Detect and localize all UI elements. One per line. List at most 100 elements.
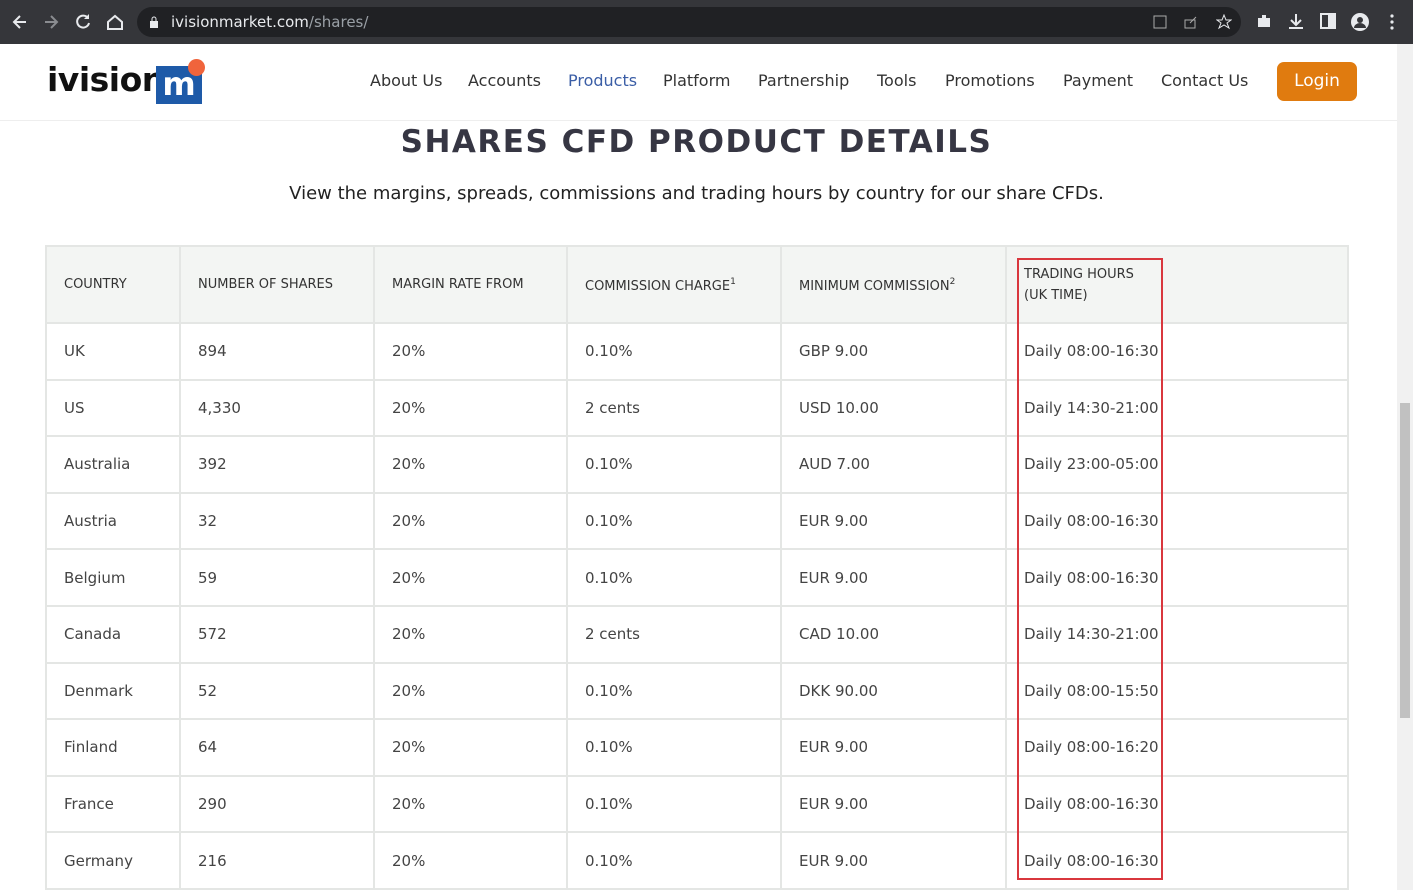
cell-text: 392 — [198, 455, 227, 474]
cell-text: CAD 10.00 — [799, 625, 879, 644]
cell-text: 0.10% — [585, 512, 633, 531]
table-cell: EUR 9.00 — [782, 720, 1007, 777]
logo-text[interactable]: ivision — [47, 60, 165, 99]
scrollbar[interactable] — [1397, 44, 1413, 890]
reload-button[interactable] — [73, 12, 93, 32]
cell-text: 20% — [392, 568, 426, 587]
cell-text: USD 10.00 — [799, 398, 879, 417]
back-button[interactable] — [10, 12, 30, 32]
cell-text: DKK 90.00 — [799, 681, 878, 700]
cell-text: 0.10% — [585, 342, 633, 361]
table-cell: 2 cents — [568, 380, 782, 438]
translate-icon[interactable] — [1153, 15, 1167, 29]
table-cell: Austria — [45, 493, 181, 551]
cell-text: Daily 08:00-16:30 — [1024, 851, 1159, 870]
cell-text: 64 — [198, 738, 218, 757]
table-cell: 0.10% — [568, 324, 782, 381]
cell-text: 32 — [198, 512, 218, 531]
table-cell: CAD 10.00 — [782, 607, 1007, 664]
table-cell: Daily 14:30-21:00 — [1007, 607, 1349, 664]
nav-link[interactable]: Promotions — [945, 71, 1035, 90]
url-path: /shares/ — [308, 13, 369, 31]
cell-text: Daily 14:30-21:00 — [1024, 398, 1159, 417]
header-line: COUNTRY — [64, 277, 127, 292]
cell-text: GBP 9.00 — [799, 342, 869, 361]
cell-text: 59 — [198, 568, 218, 587]
table-cell: Daily 08:00-16:20 — [1007, 720, 1349, 777]
website: ivision m About Us Accounts Products Platfo… — [0, 44, 1397, 890]
table-cell: Daily 08:00-16:30 — [1007, 493, 1349, 551]
cell-text: 20% — [392, 738, 426, 757]
table-cell: 894 — [181, 324, 375, 381]
download-icon[interactable] — [1287, 12, 1305, 30]
nav-link[interactable]: About Us — [370, 71, 443, 90]
forward-button[interactable] — [41, 12, 61, 32]
home-button[interactable] — [105, 12, 125, 32]
cell-text: Austria — [64, 512, 117, 531]
table-cell: 392 — [181, 437, 375, 494]
nav-link[interactable]: Tools — [877, 71, 917, 90]
table-cell: Daily 08:00-16:30 — [1007, 833, 1349, 890]
nav-link[interactable]: Contact Us — [1161, 71, 1249, 90]
cell-text: Daily 23:00-05:00 — [1024, 455, 1159, 474]
menu-icon[interactable] — [1386, 12, 1398, 32]
table-cell: 0.10% — [568, 437, 782, 494]
cell-text: AUD 7.00 — [799, 455, 870, 474]
cell-text: Daily 08:00-16:30 — [1024, 512, 1159, 531]
table-cell: 20% — [375, 607, 568, 664]
table-cell: 32 — [181, 493, 375, 551]
table-cell: 2 cents — [568, 607, 782, 664]
scrollbar-thumb[interactable] — [1400, 403, 1410, 718]
header-text: COMMISSION CHARGE1 — [585, 272, 736, 297]
cell-text: US — [64, 398, 85, 417]
table-cell: 216 — [181, 833, 375, 890]
table-cell: 20% — [375, 324, 568, 381]
cell-text: 20% — [392, 398, 426, 417]
table-cell: EUR 9.00 — [782, 550, 1007, 607]
table-cell: EUR 9.00 — [782, 833, 1007, 890]
table-cell: 20% — [375, 663, 568, 721]
cell-text: Daily 14:30-21:00 — [1024, 625, 1159, 644]
table-cell: Canada — [45, 607, 181, 664]
cell-text: 572 — [198, 625, 227, 644]
cell-text: Daily 08:00-16:20 — [1024, 738, 1159, 757]
table-cell: Daily 23:00-05:00 — [1007, 437, 1349, 494]
cell-text: 2 cents — [585, 625, 640, 644]
nav-link[interactable]: Partnership — [758, 71, 850, 90]
table-cell: 0.10% — [568, 663, 782, 721]
address-bar[interactable]: ivisionmarket.com/shares/ — [137, 7, 1241, 37]
extensions-icon[interactable] — [1255, 12, 1273, 30]
table-cell: 59 — [181, 550, 375, 607]
header-cell: NUMBER OF SHARES — [181, 245, 375, 324]
cell-text: 0.10% — [585, 738, 633, 757]
sidepanel-icon[interactable] — [1319, 12, 1337, 30]
cell-text: Finland — [64, 738, 118, 757]
table-cell: 0.10% — [568, 493, 782, 551]
cell-text: 894 — [198, 342, 227, 361]
cell-text: Daily 08:00-16:30 — [1024, 568, 1159, 587]
table-cell: Daily 14:30-21:00 — [1007, 380, 1349, 438]
profile-icon[interactable] — [1350, 12, 1370, 32]
table-cell: Germany — [45, 833, 181, 890]
nav-link[interactable]: Products — [568, 71, 638, 90]
share-icon[interactable] — [1184, 15, 1198, 29]
cell-text: France — [64, 795, 114, 814]
page-title: SHARES CFD PRODUCT DETAILS — [400, 124, 993, 160]
bookmark-icon[interactable] — [1216, 14, 1232, 30]
cell-text: 290 — [198, 795, 227, 814]
nav-link[interactable]: Payment — [1063, 71, 1134, 90]
header-text: MINIMUM COMMISSION2 — [799, 272, 955, 297]
nav-link[interactable]: Platform — [663, 71, 731, 90]
nav-link[interactable]: Accounts — [468, 71, 541, 90]
login-button[interactable]: Login — [1277, 62, 1357, 101]
table-cell: Australia — [45, 437, 181, 494]
header-text: NUMBER OF SHARES — [198, 274, 333, 295]
header-cell: MINIMUM COMMISSION2 — [782, 245, 1007, 324]
page-subtitle: View the margins, spreads, commissions a… — [289, 183, 1104, 204]
cell-text: 0.10% — [585, 681, 633, 700]
table-cell: France — [45, 776, 181, 834]
cell-text: EUR 9.00 — [799, 795, 869, 814]
table-cell: 0.10% — [568, 720, 782, 777]
cell-text: Daily 08:00-15:50 — [1024, 681, 1159, 700]
table-cell: Belgium — [45, 550, 181, 607]
